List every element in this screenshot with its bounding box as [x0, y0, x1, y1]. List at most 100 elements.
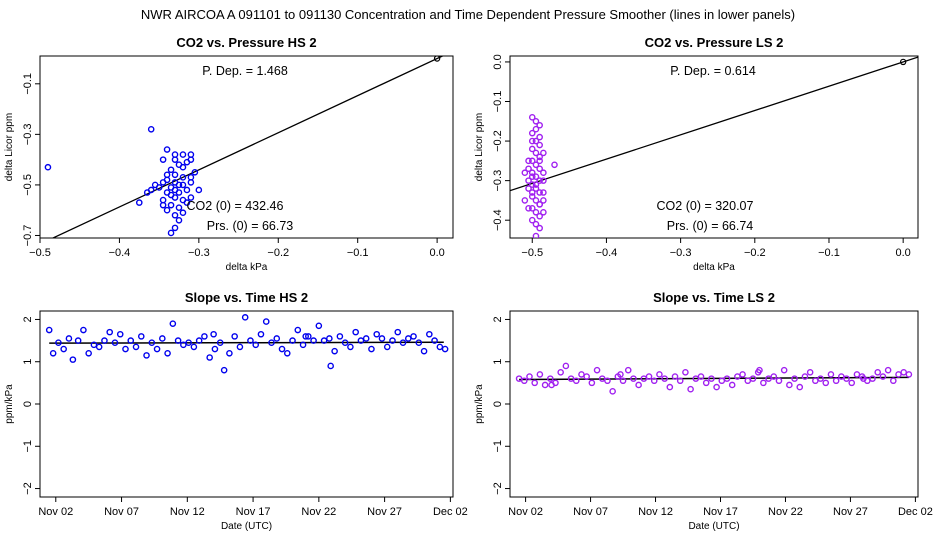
data-point	[153, 345, 161, 353]
panel-p1: CO2 vs. Pressure HS 2 −0.5 −0.4 −0.3 −0.2 −0.…	[4, 35, 454, 273]
x-tick-label: Nov 17	[703, 506, 738, 518]
x-tick-label: −0.4	[596, 247, 618, 259]
data-point	[362, 335, 370, 342]
x-tick-label: −0.3	[670, 247, 692, 259]
data-point	[122, 345, 129, 353]
plot-area	[45, 314, 449, 374]
data-point	[598, 375, 606, 382]
data-point	[536, 133, 543, 141]
data-point	[341, 339, 349, 347]
data-point	[220, 366, 228, 374]
data-point	[268, 339, 275, 347]
data-point	[775, 377, 783, 385]
data-point	[817, 375, 824, 382]
data-point	[44, 163, 52, 171]
data-point	[540, 177, 547, 184]
data-point	[853, 371, 861, 378]
data-point	[562, 362, 570, 370]
data-point	[415, 339, 423, 347]
data-point	[404, 335, 412, 342]
data-point	[175, 189, 183, 196]
data-point	[326, 335, 333, 342]
data-point	[869, 375, 876, 382]
data-point	[708, 375, 715, 382]
x-tick-label: −0.1	[818, 247, 840, 259]
x-axis-label: Date (UTC)	[221, 521, 272, 532]
data-point	[278, 345, 286, 353]
data-point	[163, 171, 171, 179]
y-tick-label: −0.4	[492, 209, 504, 231]
origin-point	[433, 56, 441, 62]
data-point	[528, 205, 536, 212]
y-axis-label: delta Licor ppm	[474, 113, 485, 181]
data-point	[812, 377, 819, 385]
data-point	[540, 149, 547, 157]
data-point	[528, 181, 536, 188]
data-point	[650, 377, 658, 385]
data-point	[167, 229, 175, 237]
data-point	[884, 366, 892, 374]
data-point	[609, 388, 616, 395]
y-tick-label: 0.0	[492, 54, 504, 69]
data-point	[231, 333, 238, 340]
data-point	[171, 211, 179, 219]
data-point	[420, 347, 428, 355]
data-point	[171, 224, 179, 232]
data-point	[713, 383, 720, 391]
data-point	[441, 345, 449, 353]
data-point	[111, 339, 119, 347]
x-tick-label: −0.2	[744, 247, 766, 259]
data-point	[69, 356, 77, 363]
data-point	[838, 373, 845, 380]
data-point	[143, 352, 150, 359]
data-point	[378, 335, 386, 342]
y-tick-label: −0.3	[22, 124, 34, 146]
data-point	[179, 209, 187, 217]
data-point	[167, 201, 175, 209]
data-point	[528, 114, 536, 121]
data-point	[331, 347, 338, 355]
data-point	[520, 377, 528, 385]
data-point	[744, 377, 752, 385]
data-point	[247, 337, 254, 344]
y-tick-label: −2	[22, 482, 34, 495]
data-point	[206, 354, 213, 361]
data-point	[195, 186, 203, 194]
data-point	[525, 205, 532, 212]
data-point	[532, 181, 540, 188]
y-axis-label: ppm/kPa	[4, 384, 15, 424]
data-point	[676, 377, 684, 385]
data-point	[175, 204, 183, 211]
data-point	[532, 125, 540, 133]
data-point	[151, 181, 159, 189]
data-point	[588, 379, 596, 387]
panel-title: CO2 vs. Pressure HS 2	[176, 35, 316, 50]
data-point	[780, 366, 788, 374]
data-point	[848, 379, 856, 387]
data-point	[257, 330, 265, 338]
data-point	[532, 197, 540, 204]
data-point	[336, 333, 344, 340]
data-point	[827, 371, 835, 378]
data-point	[540, 189, 547, 196]
data-point	[185, 339, 192, 347]
data-point	[786, 381, 793, 389]
data-point	[171, 179, 179, 186]
x-tick-label: Nov 22	[301, 506, 336, 518]
data-point	[159, 335, 166, 342]
data-point	[528, 137, 536, 145]
data-point	[426, 330, 433, 338]
data-point	[305, 333, 312, 340]
panel-p2: CO2 vs. Pressure LS 2 −0.5 −0.4 −0.3 −0.2 −0.…	[474, 35, 919, 273]
smoother-line	[49, 341, 444, 344]
x-tick-label: −0.1	[347, 247, 369, 259]
data-point	[532, 149, 540, 157]
data-point	[49, 349, 57, 357]
data-point	[734, 373, 741, 380]
data-point	[905, 371, 913, 378]
y-axis-label: ppm/kPa	[474, 384, 485, 424]
data-point	[756, 366, 763, 374]
data-point	[749, 375, 757, 382]
data-point	[728, 381, 736, 389]
